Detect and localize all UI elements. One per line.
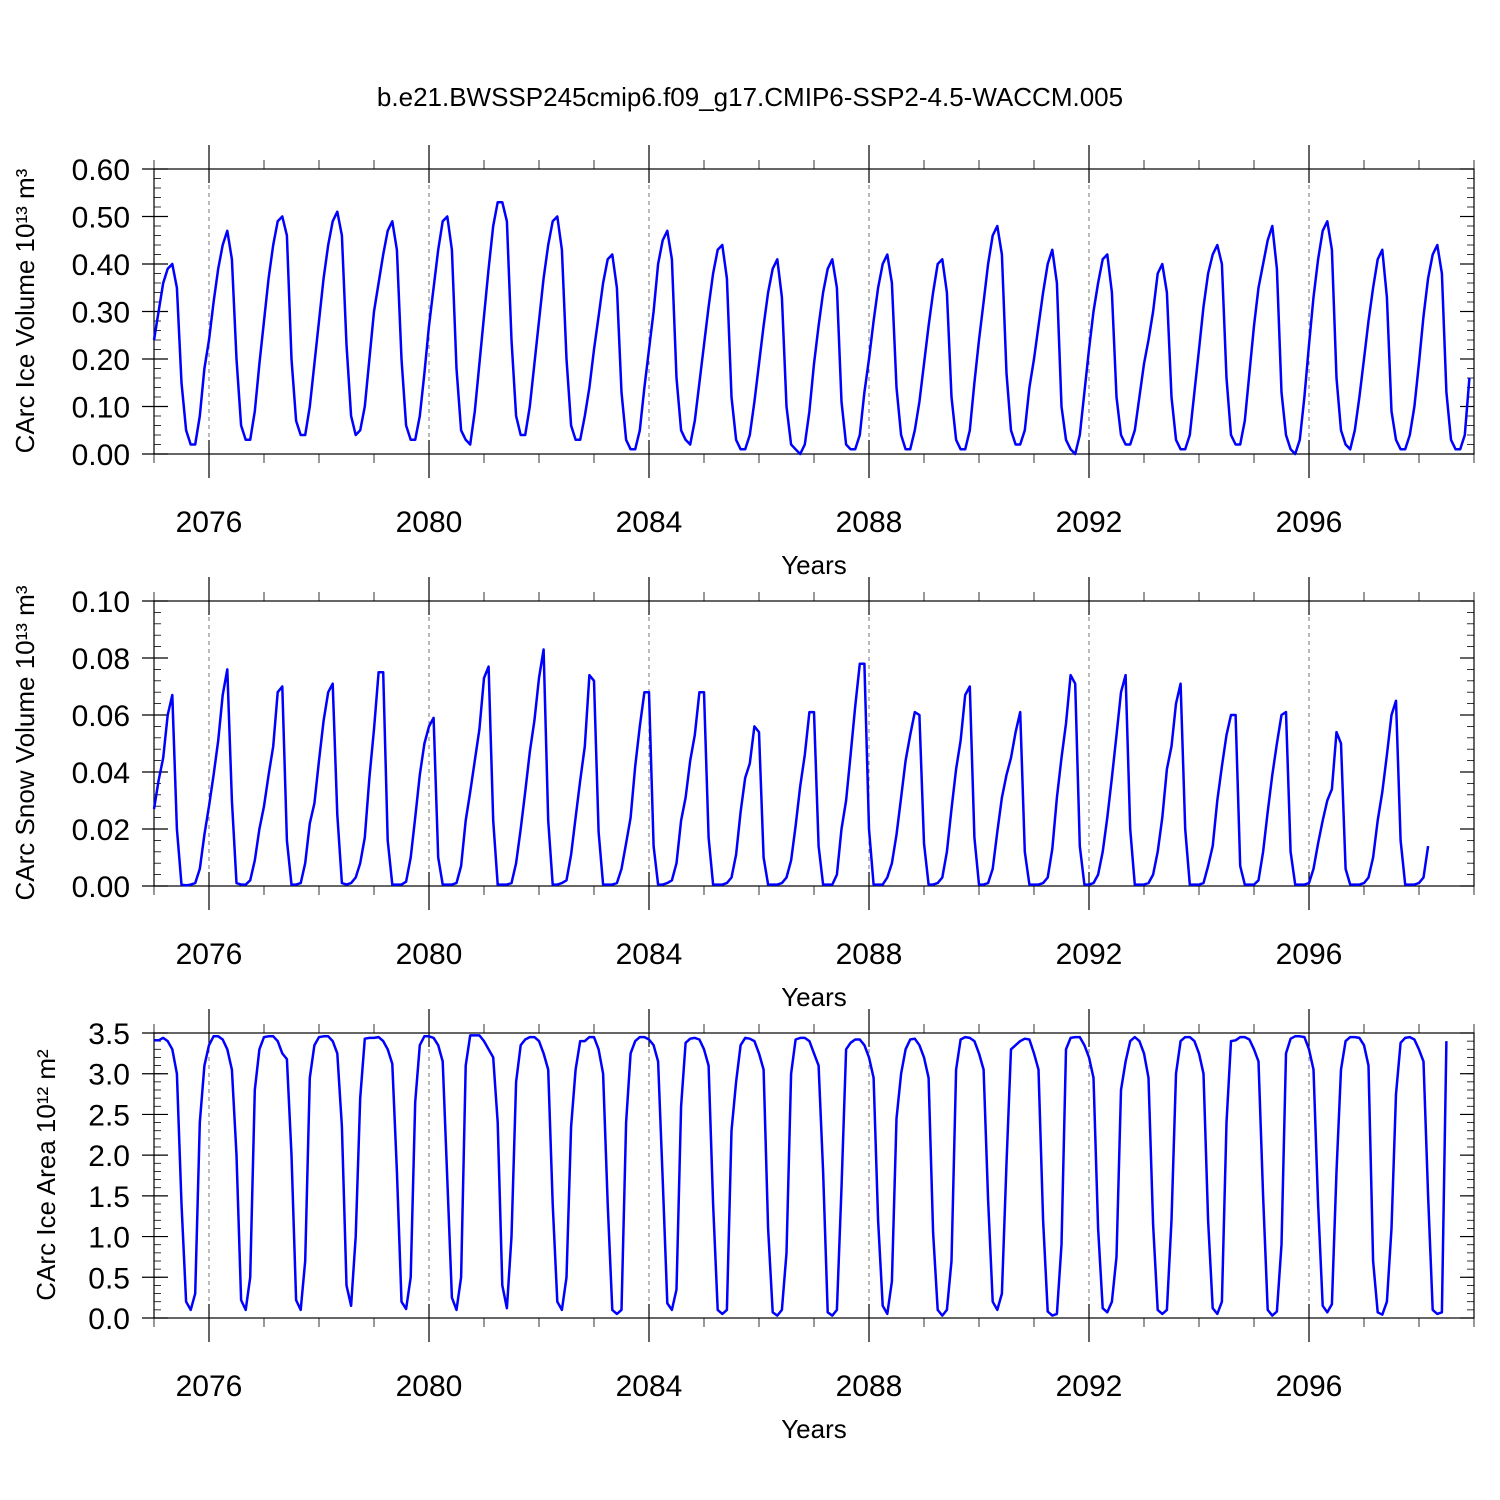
x-tick-label: 2080 — [396, 506, 463, 539]
y-tick-label: 3.5 — [88, 1018, 130, 1051]
y-tick-label: 3.0 — [88, 1059, 130, 1092]
y-tick-label: 0.60 — [72, 154, 130, 187]
y-tick-label: 2.5 — [88, 1099, 130, 1132]
y-tick-label: 1.5 — [88, 1181, 130, 1214]
panel-ice-volume: 0.00 0.10 0.20 0.30 0.40 0.50 0.60 2076 2080 2084… — [10, 145, 1475, 580]
y-axis-title: CArc Ice Area 10¹² m² — [31, 1049, 61, 1301]
x-tick-label: 2084 — [616, 938, 683, 971]
x-tick-label: 2084 — [616, 1370, 683, 1403]
plot-frame — [153, 168, 1475, 455]
y-tick-label: 0.00 — [72, 439, 130, 472]
y-tick-label: 0.04 — [72, 757, 130, 790]
x-axis-title: Years — [781, 982, 847, 1012]
x-axis-title: Years — [781, 550, 847, 580]
x-tick-label: 2080 — [396, 1370, 463, 1403]
x-tick-label: 2092 — [1056, 938, 1123, 971]
figure-title: b.e21.BWSSP245cmip6.f09_g17.CMIP6-SSP2-4… — [377, 82, 1123, 112]
y-tick-label: 0.50 — [72, 202, 130, 235]
y-tick-label: 0.00 — [72, 871, 130, 904]
y-tick-label: 0.08 — [72, 643, 130, 676]
y-tick-label: 2.0 — [88, 1140, 130, 1173]
x-tick-label: 2084 — [616, 506, 683, 539]
x-tick-label: 2076 — [176, 506, 243, 539]
y-axis-title: CArc Snow Volume 10¹³ m³ — [10, 585, 40, 900]
plot-frame — [153, 1032, 1475, 1319]
plot-frame — [153, 600, 1475, 887]
y-tick-label: 0.5 — [88, 1262, 130, 1295]
panel-snow-volume: 0.00 0.02 0.04 0.06 0.08 0.10 2076 2080 2084 2088… — [10, 577, 1475, 1012]
y-tick-label: 0.06 — [72, 700, 130, 733]
x-tick-label: 2088 — [836, 506, 903, 539]
x-tick-label: 2096 — [1276, 506, 1343, 539]
x-tick-label: 2096 — [1276, 1370, 1343, 1403]
y-tick-label: 0.20 — [72, 344, 130, 377]
x-axis-title: Years — [781, 1414, 847, 1444]
x-tick-label: 2092 — [1056, 506, 1123, 539]
panel-ice-area: 0.0 0.5 1.0 1.5 2.0 2.5 3.0 3.5 2076 2080 2084 2088… — [31, 1009, 1475, 1444]
x-tick-label: 2080 — [396, 938, 463, 971]
x-tick-label: 2096 — [1276, 938, 1343, 971]
x-tick-label: 2092 — [1056, 1370, 1123, 1403]
series-line — [152, 648, 1430, 887]
y-tick-label: 0.40 — [72, 249, 130, 282]
x-tick-label: 2088 — [836, 1370, 903, 1403]
y-tick-label: 0.30 — [72, 297, 130, 330]
y-tick-label: 0.10 — [72, 586, 130, 619]
y-tick-label: 0.02 — [72, 814, 130, 847]
y-tick-label: 1.0 — [88, 1222, 130, 1255]
x-tick-label: 2076 — [176, 1370, 243, 1403]
x-tick-label: 2088 — [836, 938, 903, 971]
series-line — [154, 1034, 1448, 1317]
y-tick-label: 0.0 — [88, 1303, 130, 1336]
x-tick-label: 2076 — [176, 938, 243, 971]
y-tick-label: 0.10 — [72, 392, 130, 425]
series-line — [152, 200, 1471, 456]
y-axis-title: CArc Ice Volume 10¹³ m³ — [10, 168, 40, 453]
